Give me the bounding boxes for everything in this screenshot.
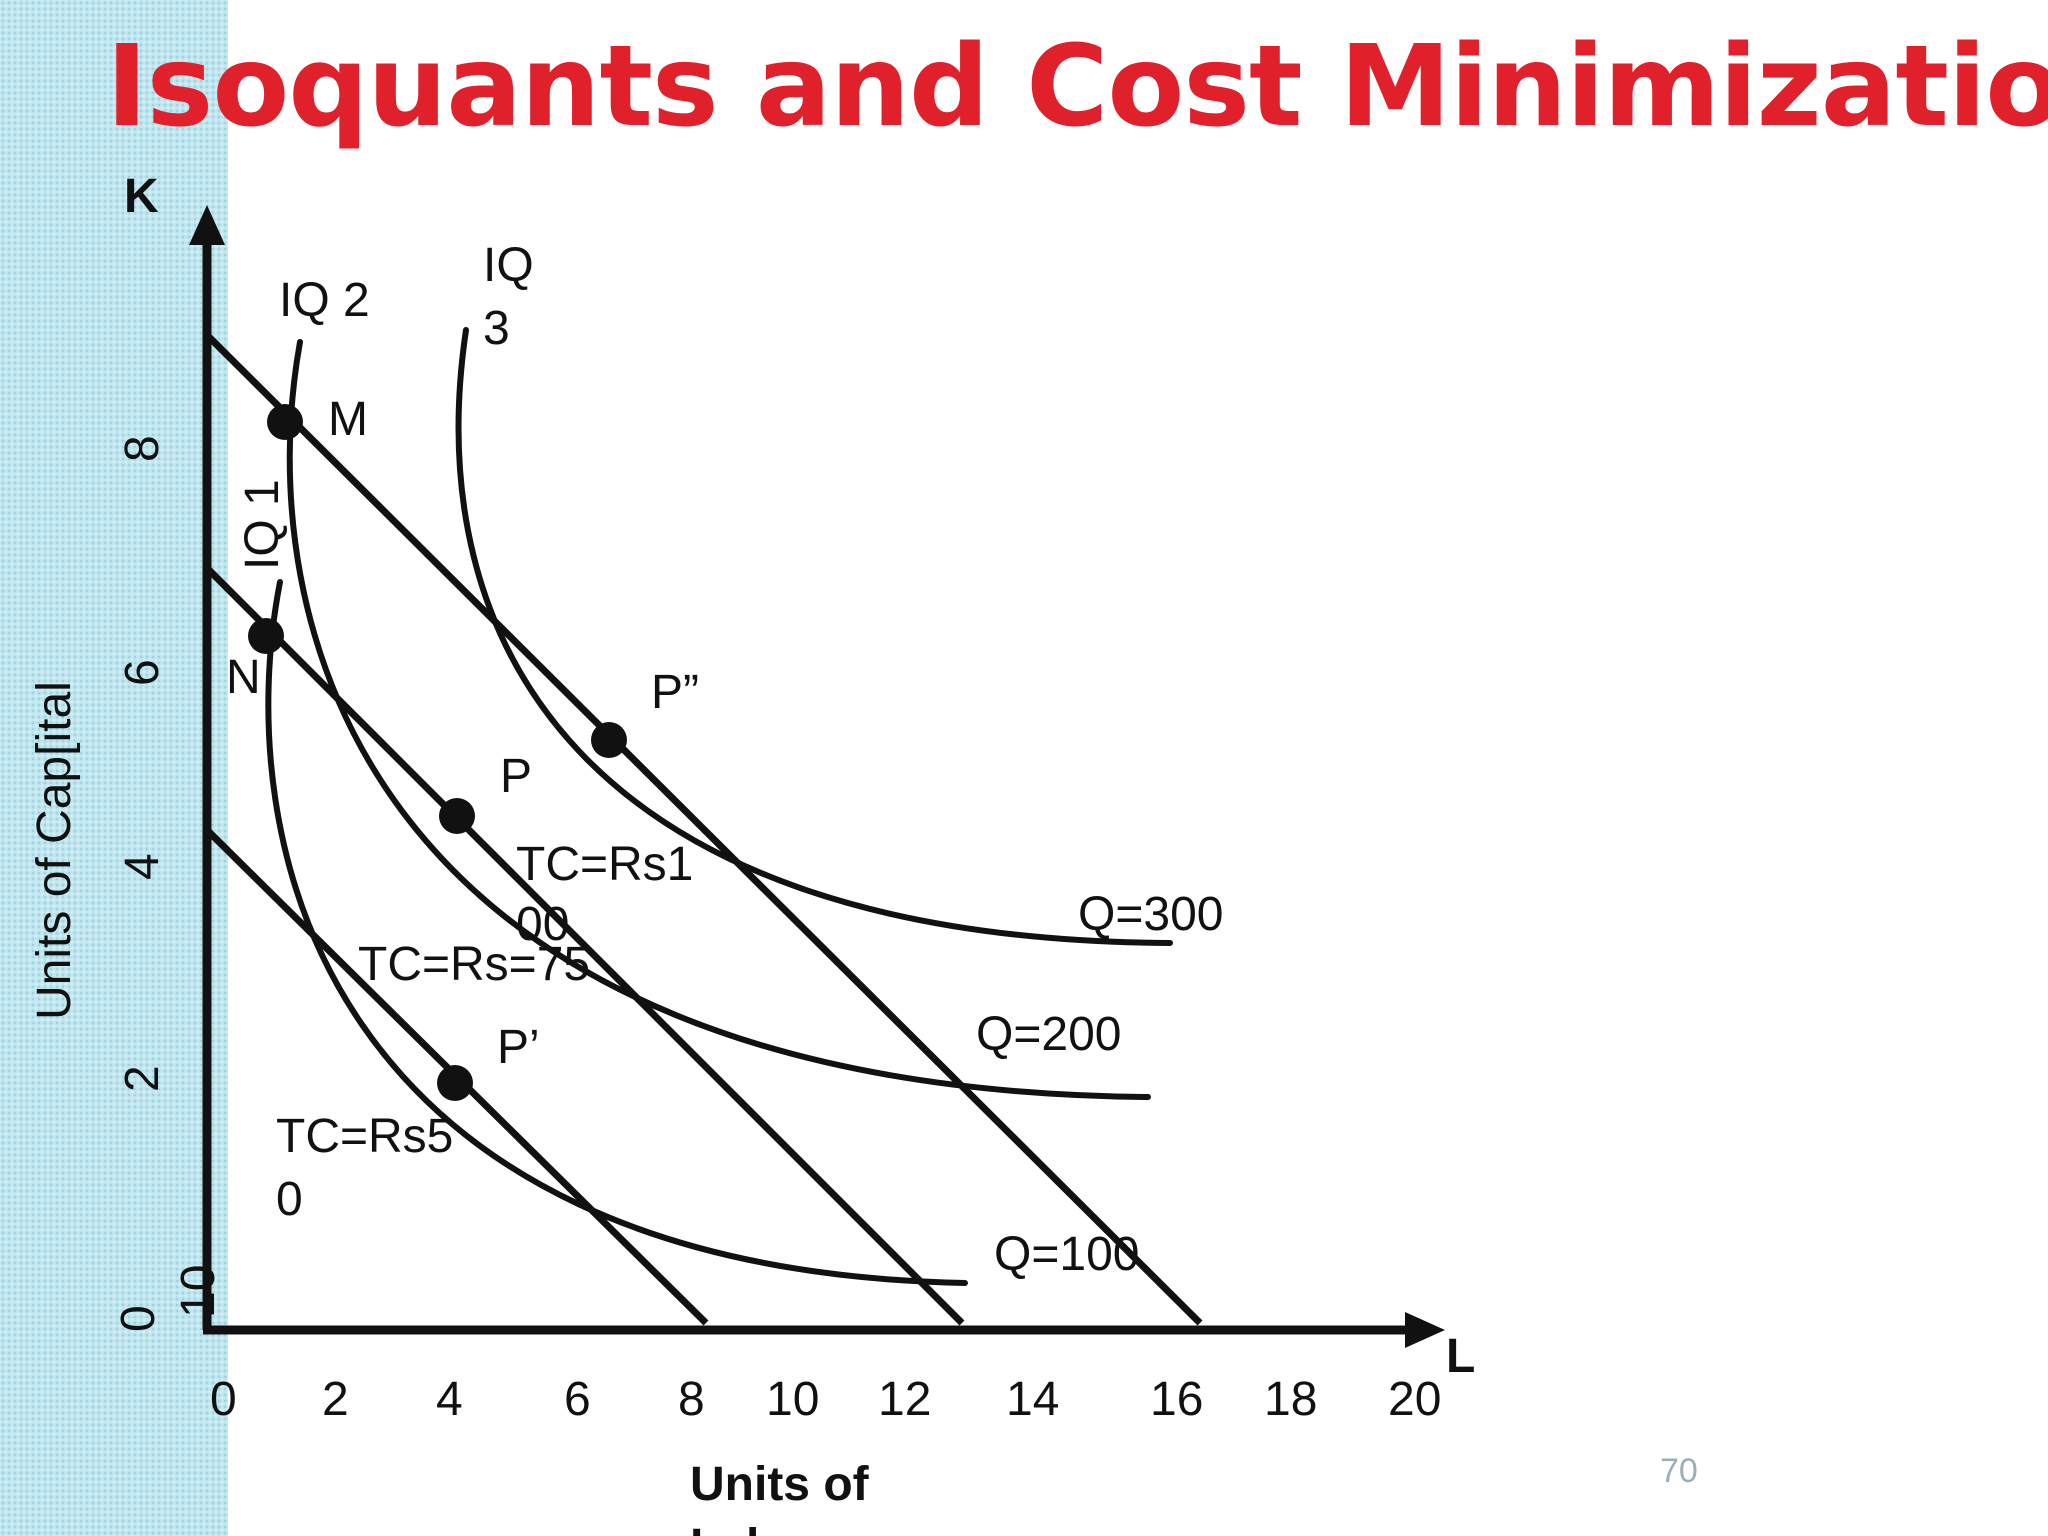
label-point-n: N <box>226 651 261 704</box>
label-point-p-double-prime: P” <box>651 666 699 719</box>
isoquant-q200 <box>286 339 1151 1100</box>
x-axis-title-line2: Labour <box>690 1520 853 1536</box>
label-iq3-line1: IQ <box>483 239 534 292</box>
isoquant-q300 <box>455 327 1173 946</box>
label-point-p-prime: P’ <box>497 1021 540 1074</box>
label-tc100-line1: TC=Rs1 <box>516 838 693 891</box>
decorative-side-strip <box>0 0 228 1536</box>
y-tick-4: 4 <box>116 853 169 880</box>
point-n <box>248 618 284 654</box>
y-tick-labels: 0 2 4 6 8 10 <box>112 435 225 1332</box>
y-tick-10: 10 <box>172 1265 225 1318</box>
y-tick-8: 8 <box>116 435 169 462</box>
point-m <box>267 404 303 440</box>
label-tc75: TC=Rs=75 <box>358 938 590 991</box>
x-tick-16: 16 <box>1150 1373 1203 1426</box>
x-tick-18: 18 <box>1264 1373 1317 1426</box>
y-tick-0: 0 <box>112 1305 165 1332</box>
x-tick-4: 4 <box>436 1373 463 1426</box>
y-tick-6: 6 <box>116 659 169 686</box>
x-tick-labels: 0 2 4 6 8 10 12 14 16 18 20 <box>210 1373 1441 1426</box>
x-axis-symbol: L <box>1446 1330 1475 1383</box>
y-axis-title: Units of Cap[ital <box>28 681 81 1020</box>
label-tc100-line2: 00 <box>516 898 569 951</box>
label-point-p: P <box>500 750 532 803</box>
label-q100: Q=100 <box>994 1228 1139 1281</box>
x-tick-12: 12 <box>878 1373 931 1426</box>
label-q300: Q=300 <box>1078 888 1223 941</box>
y-axis-symbol: K <box>124 170 159 223</box>
point-p-prime <box>437 1065 473 1101</box>
x-axis-arrowhead <box>1405 1312 1445 1348</box>
x-axis-title-line1: Units of <box>690 1458 870 1511</box>
x-tick-2: 2 <box>322 1373 349 1426</box>
x-tick-0: 0 <box>210 1373 237 1426</box>
page-number: 70 <box>1660 1452 1698 1490</box>
x-tick-8: 8 <box>678 1373 705 1426</box>
label-iq3-line2: 3 <box>483 302 510 355</box>
point-p <box>439 798 475 834</box>
isocost-line-tc100 <box>204 332 1203 1326</box>
label-iq2: IQ 2 <box>279 274 370 327</box>
x-tick-10: 10 <box>766 1373 819 1426</box>
slide-title: Isoquants and Cost Minimization <box>106 22 2048 152</box>
label-point-m: M <box>328 393 368 446</box>
x-tick-6: 6 <box>564 1373 591 1426</box>
point-p-double-prime <box>591 722 627 758</box>
label-tc50-line1: TC=Rs5 <box>276 1110 453 1163</box>
label-q200: Q=200 <box>976 1008 1121 1061</box>
y-tick-2: 2 <box>116 1065 169 1092</box>
label-iq1: IQ 1 <box>236 479 289 570</box>
isoquant-q100 <box>265 579 968 1286</box>
x-tick-14: 14 <box>1006 1373 1059 1426</box>
label-tc50-line2: 0 <box>276 1173 303 1226</box>
y-axis-arrowhead <box>189 205 225 245</box>
x-tick-20: 20 <box>1388 1373 1441 1426</box>
